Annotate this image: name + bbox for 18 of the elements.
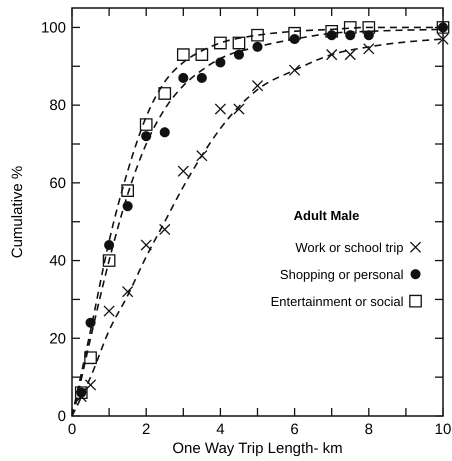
y-tick-label: 0 — [58, 408, 66, 425]
y-tick-label: 60 — [49, 174, 66, 192]
x-tick-label: 6 — [290, 421, 299, 438]
x-tick-label: 2 — [142, 421, 150, 438]
x-tick-label: 0 — [68, 421, 76, 438]
y-tick-label: 100 — [40, 19, 66, 36]
y-axis-title: Cumulative % — [9, 166, 26, 258]
legend-label: Entertainment or social — [270, 294, 404, 310]
x-tick-label: 8 — [364, 421, 373, 438]
x-axis-title: One Way Trip Length- km — [172, 440, 343, 457]
legend-label: Work or school trip — [295, 240, 404, 256]
x-tick-label: 4 — [216, 421, 225, 438]
y-tick-label: 20 — [49, 330, 66, 348]
legend-title: Adult Male — [294, 208, 360, 224]
y-tick-label: 80 — [49, 97, 66, 114]
y-tick-label: 40 — [49, 252, 66, 270]
x-tick-label: 10 — [434, 421, 452, 438]
legend-label: Shopping or personal — [280, 267, 404, 282]
